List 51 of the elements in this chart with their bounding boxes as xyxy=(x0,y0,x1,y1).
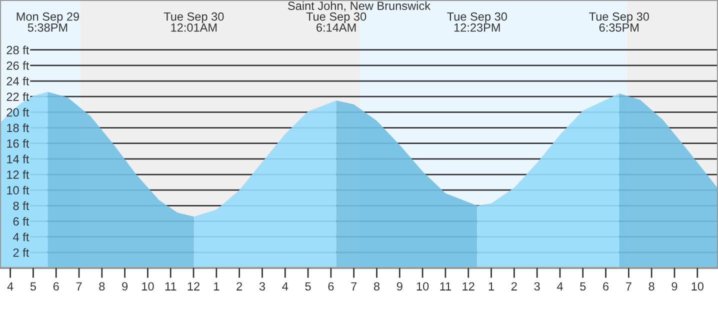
y-tick-label: 28 ft xyxy=(6,46,30,54)
x-tick-label: 2 xyxy=(511,282,517,290)
y-tick-label: 16 ft xyxy=(7,139,30,148)
y-tick-label: 12 ft xyxy=(7,170,30,179)
x-tick-label: 7 xyxy=(76,282,82,290)
y-tick-label: 2 ft xyxy=(13,248,30,257)
x-tick-label: 9 xyxy=(672,282,678,291)
x-tick-label: 12 xyxy=(462,282,474,290)
x-tick-label: 3 xyxy=(534,282,540,291)
y-tick-label: 24 ft xyxy=(6,76,30,86)
x-tick-label: 4 xyxy=(556,282,563,290)
x-tick-label: 7 xyxy=(626,282,632,290)
x-tick-label: 3 xyxy=(259,282,265,291)
x-tick-label: 11 xyxy=(440,282,452,290)
x-tick-label: 6 xyxy=(328,282,334,291)
x-tick-label: 9 xyxy=(122,282,128,291)
x-tick-label: 8 xyxy=(99,282,105,291)
annotation: Tue Sep 30 12:01AM xyxy=(164,12,224,32)
y-tick-label: 18 ft xyxy=(7,124,30,132)
x-tick-label: 7 xyxy=(351,282,357,290)
y-tick-label: 8 ft xyxy=(13,201,30,210)
x-tick-label: 4 xyxy=(7,282,14,290)
y-tick-label: 20 ft xyxy=(6,108,30,117)
chart-title: Saint John, New Brunswick xyxy=(288,1,431,12)
annotation: Tue Sep 30 12:23PM xyxy=(447,12,507,32)
x-tick-label: 6 xyxy=(53,282,59,291)
x-tick-label: 1 xyxy=(488,282,494,290)
x-tick-label: 5 xyxy=(305,282,311,291)
x-tick-label: 9 xyxy=(396,282,402,291)
annotation: Tue Sep 30 6:35PM xyxy=(589,12,649,32)
y-tick-label: 6 ft xyxy=(13,216,30,226)
x-tick-label: 10 xyxy=(692,282,704,291)
x-tick-label: 11 xyxy=(165,282,176,290)
y-tick-label: 4 ft xyxy=(13,232,30,242)
x-tick-label: 10 xyxy=(142,282,154,291)
y-tick-label: 22 ft xyxy=(6,92,30,101)
x-tick-label: 1 xyxy=(214,282,220,290)
y-tick-label: 10 ft xyxy=(7,186,30,194)
x-tick-label: 10 xyxy=(416,282,429,291)
x-tick-label: 8 xyxy=(374,282,380,291)
x-tick-label: 2 xyxy=(236,282,242,290)
x-tick-label: 12 xyxy=(188,282,200,290)
x-tick-label: 8 xyxy=(648,282,654,291)
annotation: Tue Sep 30 6:14AM xyxy=(306,12,366,32)
x-tick-label: 4 xyxy=(282,282,288,290)
y-tick-label: 14 ft xyxy=(7,154,30,164)
x-tick-label: 6 xyxy=(603,282,609,291)
x-tick-label: 5 xyxy=(30,282,36,291)
y-tick-label: 26 ft xyxy=(6,61,30,70)
x-tick-label: 5 xyxy=(580,282,586,291)
annotation: Mon Sep 29 5:38PM xyxy=(16,12,79,32)
